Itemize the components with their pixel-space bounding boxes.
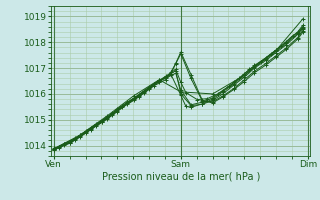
X-axis label: Pression niveau de la mer( hPa ): Pression niveau de la mer( hPa )	[102, 172, 260, 182]
